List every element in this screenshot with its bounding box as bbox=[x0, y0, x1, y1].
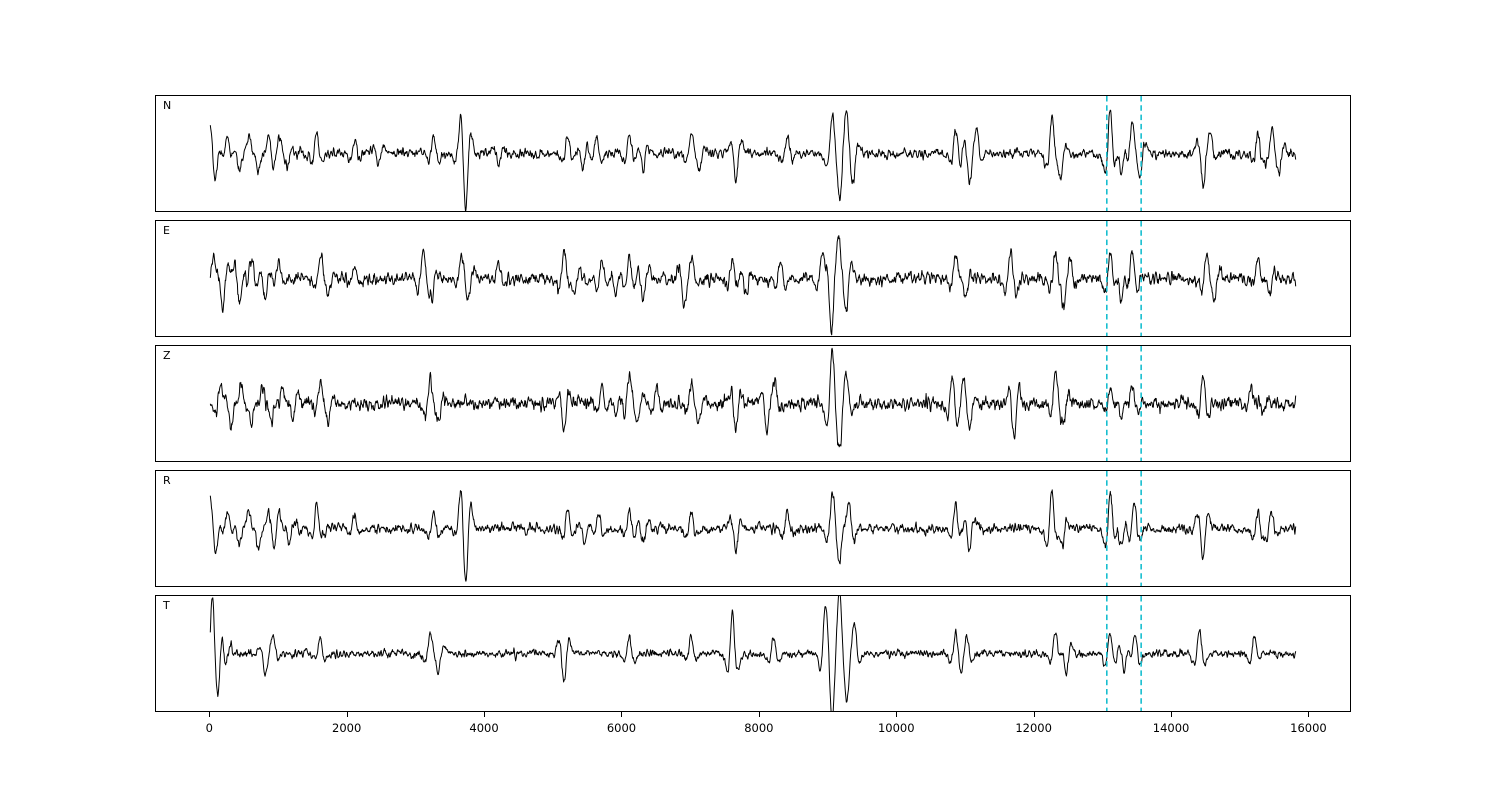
seismic-trace bbox=[209, 596, 1297, 711]
waveform-plot-t bbox=[209, 596, 1297, 711]
x-axis: 0 2000 4000 6000 8000 10000 12000 14000 … bbox=[155, 712, 1351, 746]
panel-label-t: T bbox=[163, 599, 170, 612]
waveform-panel-z: Z bbox=[155, 345, 1351, 462]
waveform-panel-n: N bbox=[155, 95, 1351, 212]
panel-label-z: Z bbox=[163, 349, 171, 362]
x-tick-label: 2000 bbox=[332, 721, 362, 735]
panel-label-n: N bbox=[163, 99, 172, 112]
seismic-trace bbox=[209, 235, 1297, 336]
x-tick-label: 0 bbox=[205, 721, 213, 735]
x-tick-label: 12000 bbox=[1015, 721, 1052, 735]
x-tick-mark bbox=[1308, 712, 1310, 717]
x-tick-label: 10000 bbox=[877, 721, 915, 735]
waveform-plot-n bbox=[209, 96, 1297, 211]
seismic-trace bbox=[209, 347, 1297, 448]
x-tick-mark bbox=[621, 712, 623, 717]
waveform-plot-z bbox=[209, 346, 1297, 461]
panel-label-e: E bbox=[163, 224, 170, 237]
x-tick-label: 16000 bbox=[1290, 721, 1327, 735]
x-tick-mark bbox=[346, 712, 348, 717]
x-tick-mark bbox=[209, 712, 211, 717]
x-tick-mark bbox=[1033, 712, 1035, 717]
x-tick-mark bbox=[1171, 712, 1173, 717]
waveform-panel-e: E bbox=[155, 220, 1351, 337]
seismic-trace bbox=[209, 109, 1297, 211]
x-tick-mark bbox=[896, 712, 898, 717]
panel-label-r: R bbox=[163, 474, 171, 487]
seismic-trace bbox=[209, 489, 1297, 582]
waveform-panel-t: T bbox=[155, 595, 1351, 712]
x-tick-label: 8000 bbox=[744, 721, 774, 735]
waveform-plot-e bbox=[209, 221, 1297, 336]
x-tick-label: 4000 bbox=[469, 721, 499, 735]
x-tick-mark bbox=[758, 712, 760, 717]
x-tick-label: 6000 bbox=[606, 721, 637, 735]
waveform-panel-r: R bbox=[155, 470, 1351, 587]
x-tick-label: 14000 bbox=[1152, 721, 1190, 735]
x-tick-mark bbox=[484, 712, 486, 717]
waveform-plot-r bbox=[209, 471, 1297, 586]
